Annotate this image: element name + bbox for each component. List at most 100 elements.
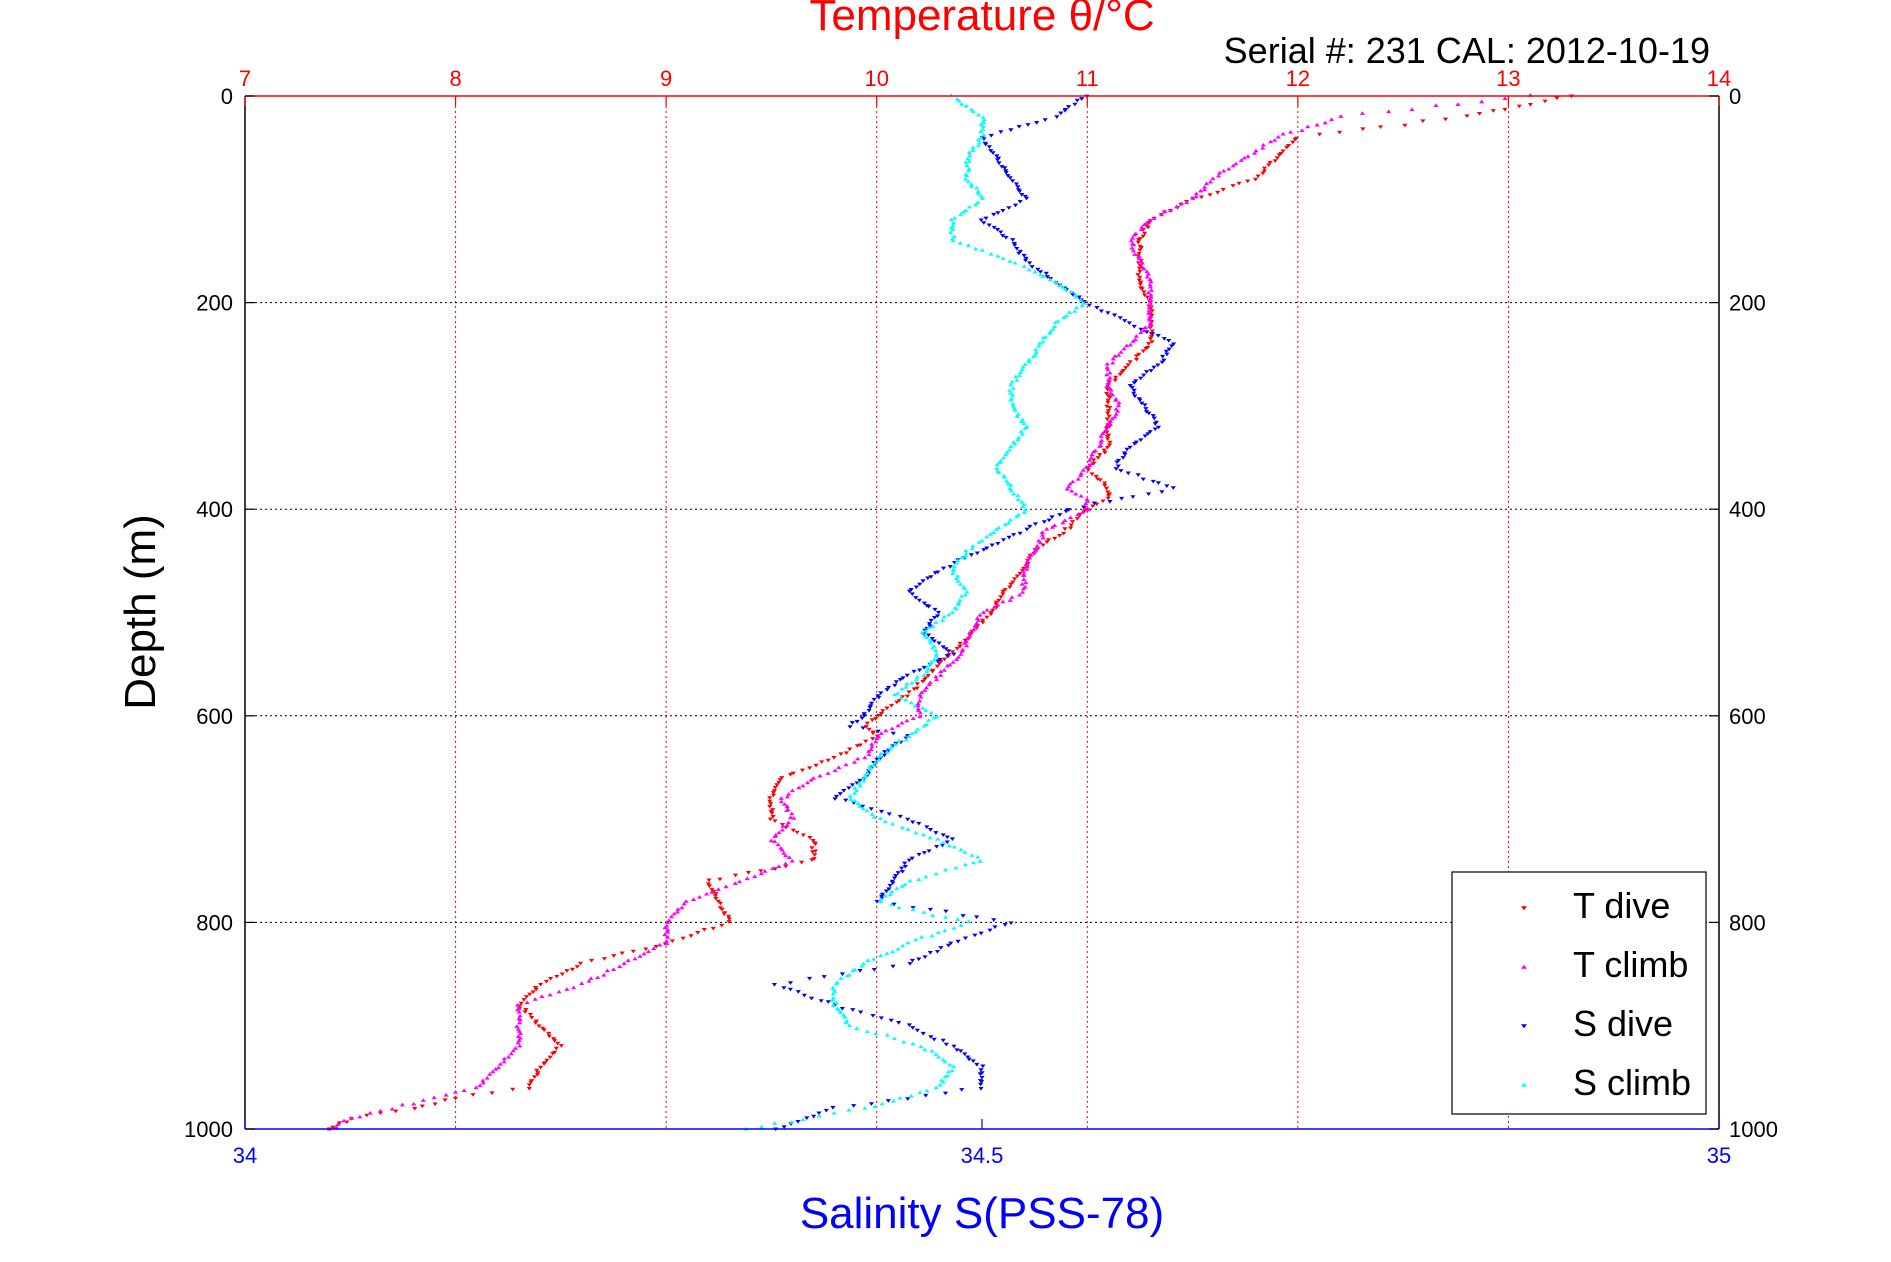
data-point (910, 907, 916, 912)
data-point (522, 1010, 528, 1014)
data-point (948, 217, 954, 222)
data-point (818, 999, 824, 1003)
data-point (930, 645, 936, 650)
data-point (965, 156, 971, 160)
data-point (957, 240, 963, 245)
data-point (955, 579, 961, 583)
data-point (783, 864, 789, 869)
data-point (876, 757, 882, 762)
data-point (915, 706, 921, 711)
data-point (1026, 267, 1032, 272)
data-point (1074, 517, 1080, 521)
data-point (940, 645, 946, 650)
data-point (914, 682, 920, 686)
data-point (1155, 481, 1161, 485)
data-point (721, 912, 727, 917)
data-point (896, 1021, 902, 1025)
data-point (942, 867, 949, 872)
data-point (1202, 185, 1208, 189)
data-point (1017, 199, 1023, 204)
data-point (910, 716, 916, 720)
data-point (843, 762, 849, 767)
data-point (1081, 301, 1087, 305)
data-point (1058, 111, 1064, 116)
data-point (1377, 125, 1384, 129)
data-point (839, 1006, 845, 1011)
data-point (952, 215, 958, 220)
data-point (994, 466, 1000, 471)
data-point (1151, 416, 1157, 421)
data-point (860, 804, 866, 809)
data-point (810, 850, 816, 854)
data-point (1275, 134, 1281, 139)
data-point (1386, 109, 1392, 114)
data-point (1039, 530, 1045, 534)
data-point (1152, 422, 1158, 426)
data-point (1103, 391, 1110, 396)
data-point (1121, 346, 1127, 351)
data-point (538, 982, 544, 987)
data-point (719, 923, 725, 928)
data-point (979, 196, 986, 200)
data-point (899, 686, 905, 691)
data-point (508, 1051, 514, 1056)
data-point (1268, 139, 1274, 144)
data-point (1016, 592, 1023, 597)
data-point (913, 830, 919, 835)
data-point (953, 576, 959, 581)
data-point (900, 676, 906, 680)
data-point (1068, 526, 1074, 531)
data-point (978, 218, 984, 223)
data-point (937, 1082, 943, 1087)
data-point (1230, 163, 1236, 168)
data-point (710, 926, 716, 931)
data-point (532, 985, 539, 990)
data-point (980, 115, 986, 119)
data-point (988, 612, 994, 617)
data-point (934, 845, 940, 849)
depth-tick-label-right: 1000 (1729, 1117, 1778, 1142)
data-point (1147, 218, 1153, 222)
data-point (1061, 531, 1067, 536)
data-point (1142, 293, 1148, 298)
data-point (711, 889, 717, 894)
data-point (669, 939, 676, 944)
data-point (890, 949, 896, 954)
data-point (1016, 189, 1023, 194)
data-point (1292, 137, 1298, 142)
data-point (1007, 259, 1013, 263)
data-point (878, 691, 884, 695)
data-point (1272, 138, 1278, 142)
data-point (1018, 419, 1025, 423)
data-point (1145, 432, 1151, 436)
data-point (909, 680, 915, 685)
data-point (975, 191, 982, 195)
data-point (1241, 155, 1247, 160)
data-point (1104, 435, 1111, 439)
depth-tick-label: 600 (196, 704, 233, 729)
data-point (839, 972, 846, 977)
data-point (1245, 154, 1251, 158)
data-point (946, 612, 952, 617)
data-point (619, 951, 625, 956)
data-point (665, 927, 671, 932)
data-point (891, 876, 898, 881)
data-point (860, 726, 866, 730)
data-point (994, 462, 1000, 467)
data-point (933, 674, 939, 679)
data-point (981, 221, 987, 225)
data-point (933, 620, 939, 624)
data-point (974, 551, 980, 556)
legend-marker (1521, 964, 1527, 969)
data-point (683, 899, 689, 903)
salinity-tick-label: 34.5 (961, 1143, 1004, 1168)
data-point (779, 776, 785, 780)
data-point (914, 674, 920, 679)
data-point (1078, 471, 1084, 476)
data-point (1089, 472, 1095, 476)
data-point (1107, 422, 1114, 426)
data-point (907, 962, 913, 966)
data-point (909, 592, 915, 596)
data-point (943, 909, 949, 914)
data-point (1420, 119, 1426, 124)
